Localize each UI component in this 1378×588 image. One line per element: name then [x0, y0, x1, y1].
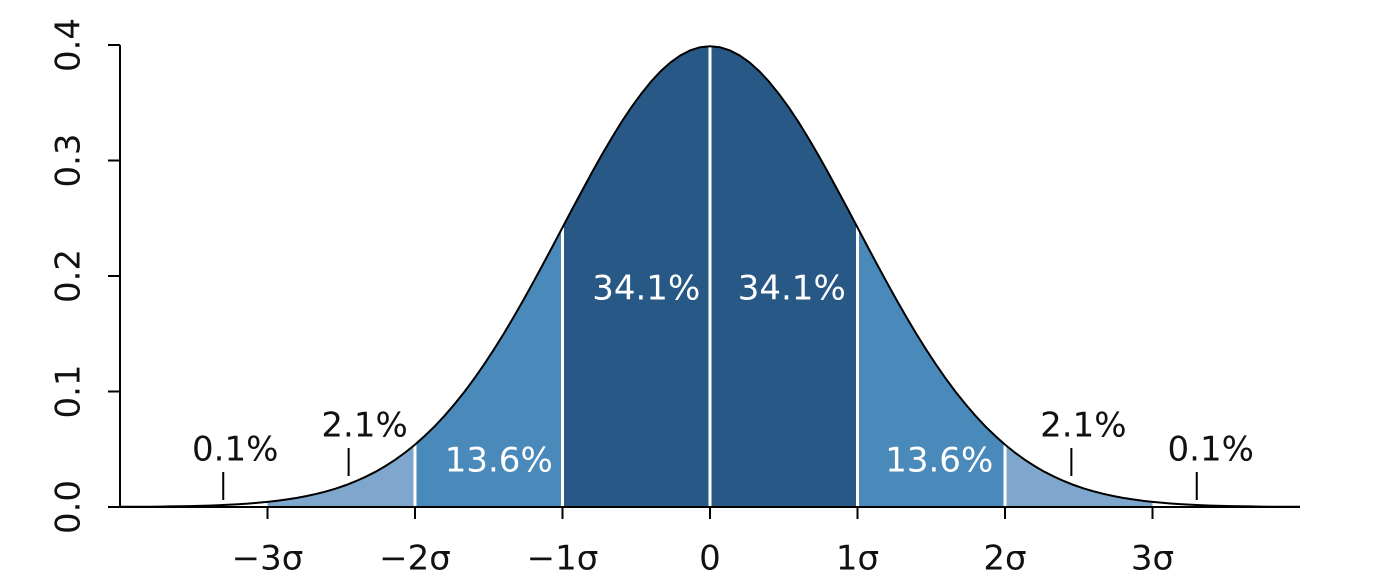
band-label: 13.6%: [885, 441, 993, 481]
x-tick-label: −1σ: [527, 539, 599, 579]
x-tick-label: 1σ: [836, 539, 879, 579]
y-tick-label: 0.2: [49, 249, 89, 303]
x-tick-label: −3σ: [232, 539, 304, 579]
band-label: 2.1%: [1040, 406, 1126, 446]
tail-label: 0.1%: [192, 430, 278, 470]
band-label: 34.1%: [738, 269, 846, 309]
y-tick-label: 0.4: [49, 18, 89, 72]
band: [710, 46, 858, 507]
y-tick-label: 0.0: [49, 480, 89, 534]
band-label: 13.6%: [445, 441, 553, 481]
tail-label: 0.1%: [1168, 430, 1254, 470]
x-tick-label: 0: [699, 539, 721, 579]
y-tick-label: 0.3: [49, 133, 89, 187]
band: [562, 46, 710, 507]
y-tick-label: 0.1: [49, 364, 89, 418]
x-tick-label: 3σ: [1131, 539, 1174, 579]
band: [1005, 444, 1153, 507]
curve: [120, 45, 1300, 508]
band-label: 2.1%: [321, 406, 407, 446]
x-tick-label: 2σ: [983, 539, 1026, 579]
x-tick-label: −2σ: [379, 539, 451, 579]
band: [267, 444, 415, 507]
band-label: 34.1%: [592, 269, 700, 309]
